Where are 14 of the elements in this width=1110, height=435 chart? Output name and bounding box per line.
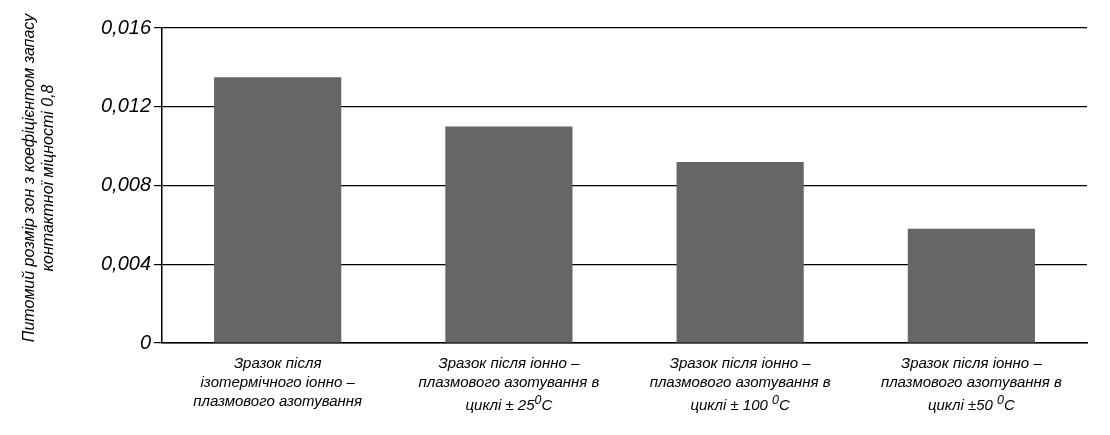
y-tick-label: 0 xyxy=(139,330,152,353)
bar xyxy=(907,228,1035,343)
x-tick-label: Зразок після іонно – плазмового азотування в циклі ±50 $^{0}$С xyxy=(879,353,1063,414)
bar xyxy=(214,77,342,343)
x-tick-label: Зразок після іонно – плазмового азотування в циклі ± 25$^{0}$С xyxy=(417,353,601,414)
bar xyxy=(676,161,804,343)
x-tick-label: Зразок після іонно – плазмового азотування в циклі ± 100 $^{0}$С xyxy=(648,353,832,414)
y-tick-label: 0,008 xyxy=(100,173,152,196)
x-tick-label: Зразок після ізотермічного іонно – плазмового азотування xyxy=(192,353,364,410)
y-tick-label: 0,016 xyxy=(100,15,152,38)
y-axis-title: Питомий розмір зон з коефіцієнтом запасу контактної міцності 0,8 xyxy=(19,13,57,343)
y-tick-label: 0,004 xyxy=(100,251,152,274)
y-tick-label: 0,012 xyxy=(100,94,152,117)
bar xyxy=(445,126,573,343)
